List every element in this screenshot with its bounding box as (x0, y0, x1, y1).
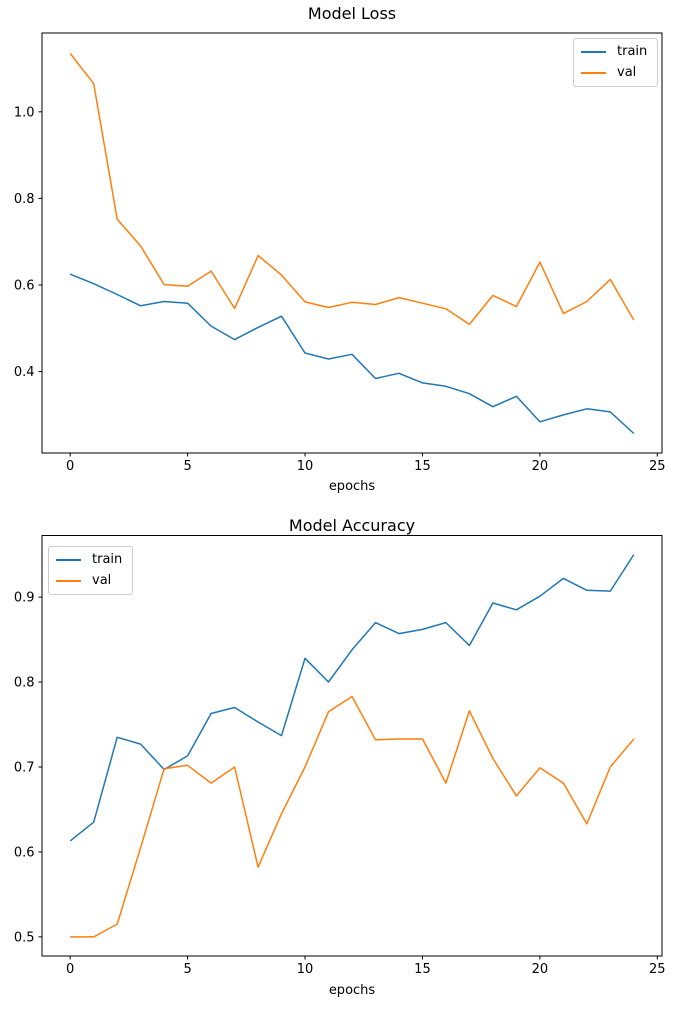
loss-train-line (69, 273, 635, 435)
loss-legend-label-val: val (617, 65, 637, 80)
loss-xaxis-label: epochs (328, 479, 376, 494)
accuracy-legend-item-train: train (56, 553, 125, 567)
accuracy-legend-item-val: val (56, 574, 125, 588)
loss-x-tick-label: 15 (414, 459, 431, 474)
accuracy-legend: train val (48, 546, 133, 595)
accuracy-legend-label-train: train (92, 552, 123, 567)
accuracy-y-tick-label: 0.8 (14, 676, 35, 691)
accuracy-x-tick-label: 0 (66, 962, 74, 977)
train-line-swatch (581, 50, 606, 54)
accuracy-y-tick-label: 0.9 (14, 591, 35, 606)
accuracy-y-tick-label: 0.7 (14, 760, 35, 775)
loss-y-tick-label: 0.8 (14, 192, 35, 207)
loss-legend-label-train: train (617, 44, 648, 59)
loss-x-tick-label: 20 (532, 459, 549, 474)
train-line-swatch (56, 558, 81, 562)
accuracy-val-line (70, 695, 635, 938)
accuracy-y-tick-label: 0.6 (14, 845, 35, 860)
accuracy-x-tick-label: 15 (414, 962, 431, 977)
val-line-swatch (56, 579, 81, 583)
loss-legend-item-val: val (581, 66, 650, 80)
accuracy-x-tick-label: 20 (532, 962, 549, 977)
accuracy-chart-title: Model Accuracy (288, 516, 416, 535)
loss-x-tick-label: 0 (66, 459, 74, 474)
loss-chart-title: Model Loss (307, 4, 397, 23)
accuracy-x-tick-label: 10 (297, 962, 314, 977)
accuracy-xaxis-label: epochs (328, 983, 376, 998)
loss-val-line (69, 52, 635, 326)
loss-axes-frame (41, 32, 663, 454)
accuracy-y-tick-label: 0.5 (14, 930, 35, 945)
loss-legend-item-train: train (581, 45, 650, 59)
loss-x-tick-label: 5 (183, 459, 191, 474)
accuracy-axes-frame (41, 535, 663, 957)
loss-x-tick-label: 10 (297, 459, 314, 474)
loss-legend: train val (573, 38, 658, 87)
loss-y-tick-label: 0.4 (14, 365, 35, 380)
loss-x-tick-label: 25 (649, 459, 666, 474)
val-line-swatch (581, 71, 606, 75)
accuracy-x-tick-label: 5 (183, 962, 191, 977)
loss-y-tick-label: 0.6 (14, 279, 35, 294)
accuracy-legend-label-val: val (92, 573, 112, 588)
loss-y-tick-label: 1.0 (14, 105, 35, 120)
accuracy-x-tick-label: 25 (649, 962, 666, 977)
